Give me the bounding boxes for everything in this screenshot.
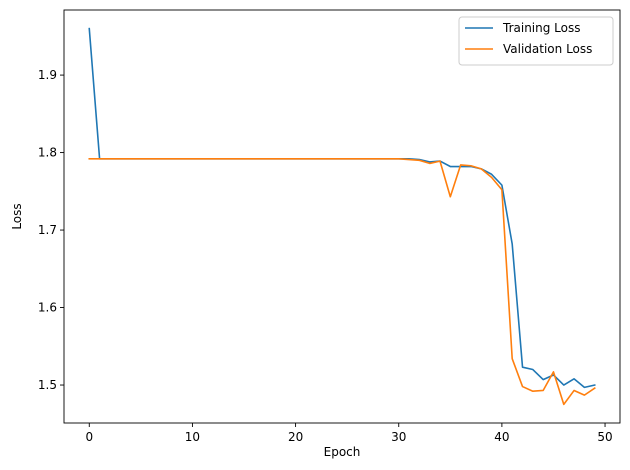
legend: Training Loss Validation Loss bbox=[458, 16, 614, 66]
legend-label-validation-loss: Validation Loss bbox=[503, 42, 592, 56]
x-tick-label: 40 bbox=[494, 430, 509, 444]
y-tick-label: 1.6 bbox=[38, 301, 57, 315]
x-tick-label: 0 bbox=[85, 430, 93, 444]
series-lines bbox=[88, 27, 596, 406]
axis-ticks: 0 10 20 30 40 50 1.5 1.6 1.7 1.8 1.9 bbox=[38, 68, 613, 444]
x-axis-label: Epoch bbox=[324, 445, 361, 459]
legend-label-training-loss: Training Loss bbox=[502, 21, 580, 35]
y-tick-label: 1.7 bbox=[38, 223, 57, 237]
y-tick-label: 1.5 bbox=[38, 378, 57, 392]
plot-background bbox=[64, 10, 620, 423]
y-tick-label: 1.9 bbox=[38, 68, 57, 82]
x-tick-label: 10 bbox=[185, 430, 200, 444]
x-tick-label: 30 bbox=[391, 430, 406, 444]
series-line-validation-loss bbox=[88, 157, 596, 406]
y-axis-label: Loss bbox=[10, 203, 24, 229]
plot-area bbox=[64, 10, 620, 423]
y-tick-label: 1.8 bbox=[38, 146, 57, 160]
legend-box bbox=[458, 16, 614, 66]
axes-frame bbox=[63, 9, 621, 424]
axes-spines bbox=[63, 9, 621, 424]
x-tick-label: 20 bbox=[288, 430, 303, 444]
x-tick-label: 50 bbox=[597, 430, 612, 444]
